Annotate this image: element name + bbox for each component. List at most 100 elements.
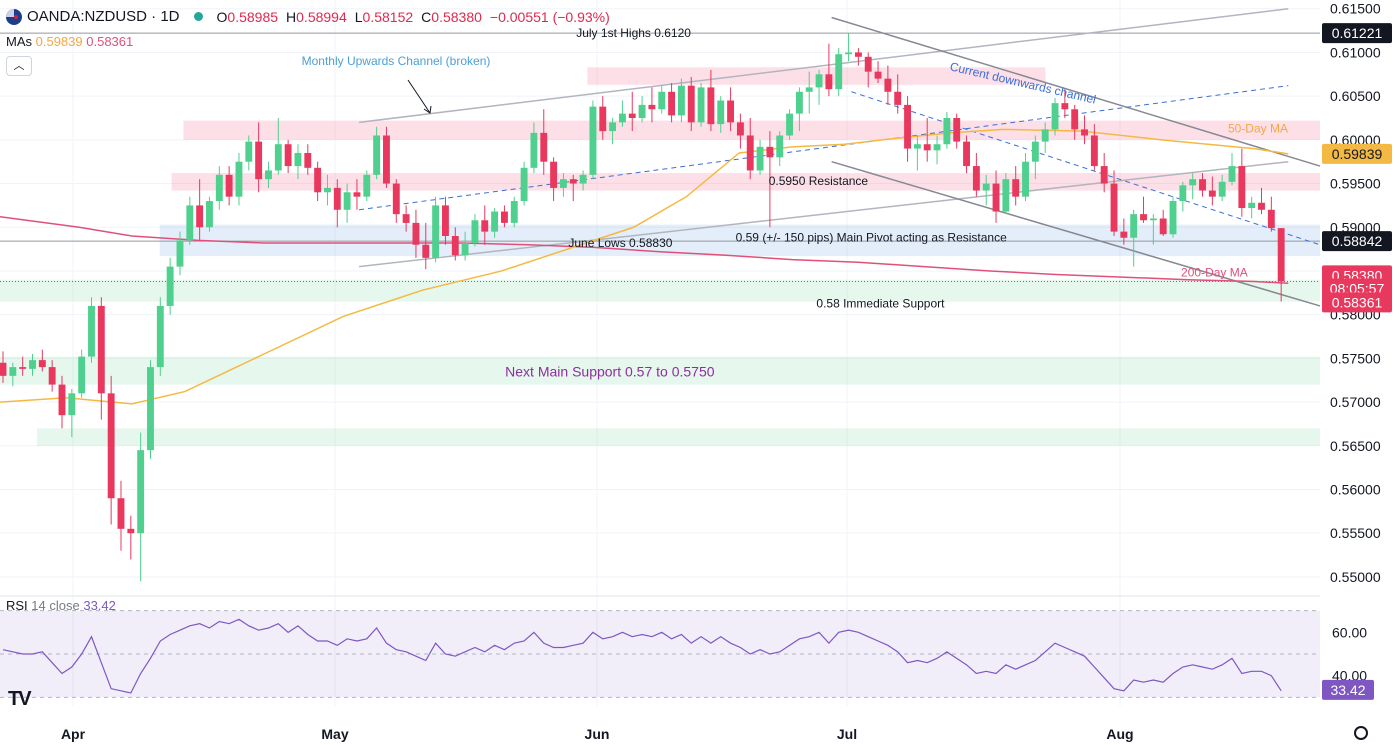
candle[interactable] xyxy=(48,360,56,392)
candle[interactable] xyxy=(500,205,508,228)
candle[interactable] xyxy=(953,113,961,149)
candle[interactable] xyxy=(1218,174,1226,202)
candle[interactable] xyxy=(609,118,617,145)
candle[interactable] xyxy=(206,196,213,232)
candle[interactable] xyxy=(1149,214,1157,245)
candle[interactable] xyxy=(245,135,253,171)
candle[interactable] xyxy=(1267,196,1275,232)
candle[interactable] xyxy=(1277,228,1285,302)
candle[interactable] xyxy=(520,161,528,206)
candle[interactable] xyxy=(923,118,931,162)
candle[interactable] xyxy=(668,83,676,123)
candle[interactable] xyxy=(38,349,46,372)
candle[interactable] xyxy=(29,354,36,376)
candle[interactable] xyxy=(530,122,538,174)
candle[interactable] xyxy=(265,161,272,188)
candle[interactable] xyxy=(894,74,902,114)
time-axis[interactable]: Apr May Jun Jul Aug xyxy=(61,726,1134,742)
candle[interactable] xyxy=(402,205,410,232)
candle[interactable] xyxy=(343,183,351,223)
candle[interactable] xyxy=(412,209,420,258)
candle[interactable] xyxy=(786,109,794,140)
candle[interactable] xyxy=(756,139,764,175)
candle[interactable] xyxy=(628,91,636,132)
candle[interactable] xyxy=(1061,89,1069,118)
price-axis[interactable]: 0.615000.610000.605000.600000.595000.590… xyxy=(1322,1,1381,700)
candle[interactable] xyxy=(825,43,833,97)
candle[interactable] xyxy=(78,349,86,398)
candle[interactable] xyxy=(982,174,990,206)
candle[interactable] xyxy=(717,96,725,133)
candle[interactable] xyxy=(1031,135,1039,180)
candle[interactable] xyxy=(9,362,17,387)
candle[interactable] xyxy=(176,231,184,276)
candle[interactable] xyxy=(727,87,735,132)
candle[interactable] xyxy=(196,179,204,241)
candle[interactable] xyxy=(19,356,27,376)
candle[interactable] xyxy=(1199,173,1206,197)
candle[interactable] xyxy=(510,196,518,228)
candle[interactable] xyxy=(186,196,194,245)
candle[interactable] xyxy=(599,96,607,140)
candle[interactable] xyxy=(766,131,774,228)
candle[interactable] xyxy=(1179,181,1187,212)
candle[interactable] xyxy=(1071,104,1079,140)
candle[interactable] xyxy=(1012,166,1020,206)
candle[interactable] xyxy=(442,196,449,245)
candle[interactable] xyxy=(707,69,715,132)
candle[interactable] xyxy=(383,126,390,188)
candle[interactable] xyxy=(1120,218,1128,245)
candle[interactable] xyxy=(943,111,951,149)
candle[interactable] xyxy=(1041,122,1049,153)
candle[interactable] xyxy=(884,65,892,105)
candle[interactable] xyxy=(1159,209,1167,236)
candle[interactable] xyxy=(284,139,292,174)
candle[interactable] xyxy=(491,208,499,238)
candle[interactable] xyxy=(1248,196,1256,219)
tradingview-logo[interactable]: TV xyxy=(8,688,32,710)
candle[interactable] xyxy=(963,135,970,174)
candle[interactable] xyxy=(363,170,371,202)
candle[interactable] xyxy=(314,161,322,202)
candle[interactable] xyxy=(1238,148,1246,217)
candle[interactable] xyxy=(835,48,843,97)
candle[interactable] xyxy=(225,166,233,206)
candle[interactable] xyxy=(324,174,331,206)
candle[interactable] xyxy=(304,144,312,175)
candle[interactable] xyxy=(1051,97,1059,136)
candle[interactable] xyxy=(333,179,341,228)
candle[interactable] xyxy=(845,33,852,62)
candle[interactable] xyxy=(137,432,145,582)
candle[interactable] xyxy=(992,170,1000,223)
collapse-legend-button[interactable]: ︿ xyxy=(6,56,32,76)
candle[interactable] xyxy=(913,135,921,171)
candle[interactable] xyxy=(569,174,577,202)
candle[interactable] xyxy=(904,96,911,162)
candle[interactable] xyxy=(68,388,76,438)
candle[interactable] xyxy=(638,96,646,123)
candle[interactable] xyxy=(589,100,597,180)
candle[interactable] xyxy=(805,71,813,114)
candle[interactable] xyxy=(451,227,459,261)
candle[interactable] xyxy=(648,87,656,123)
candle[interactable] xyxy=(97,297,105,420)
candle[interactable] xyxy=(117,480,125,551)
candle[interactable] xyxy=(88,297,95,363)
candle[interactable] xyxy=(274,118,282,175)
candle[interactable] xyxy=(874,61,882,84)
candle[interactable] xyxy=(972,152,980,197)
candle[interactable] xyxy=(0,351,7,383)
candle[interactable] xyxy=(147,360,154,459)
candle[interactable] xyxy=(1208,176,1216,206)
candle[interactable] xyxy=(1130,209,1138,267)
candle[interactable] xyxy=(471,214,479,247)
candle[interactable] xyxy=(864,52,872,88)
candle[interactable] xyxy=(697,83,705,127)
ma-legend[interactable]: MAs 0.59839 0.58361 xyxy=(6,34,133,49)
candle[interactable] xyxy=(166,257,174,315)
candle[interactable] xyxy=(736,113,744,149)
candle[interactable] xyxy=(540,109,548,175)
candle[interactable] xyxy=(1169,196,1177,238)
candle[interactable] xyxy=(1140,196,1147,223)
